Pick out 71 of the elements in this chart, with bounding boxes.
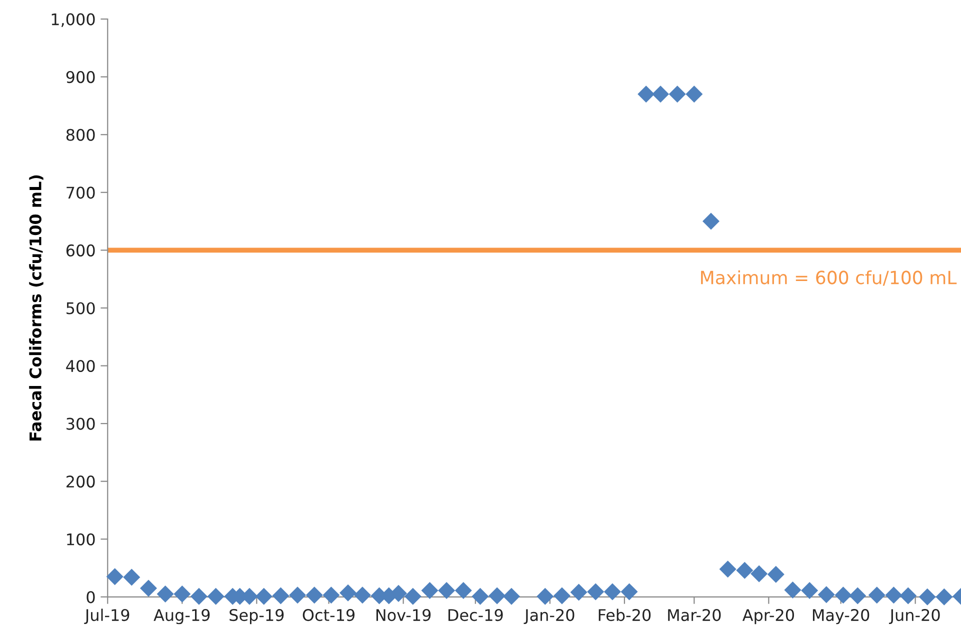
y-tick-label: 900	[66, 71, 95, 84]
point	[801, 582, 818, 600]
y-tick-label: 500	[66, 302, 95, 314]
point	[553, 587, 570, 604]
point	[834, 586, 852, 604]
point	[306, 586, 323, 604]
point	[174, 586, 191, 603]
x-tick-label: Jul-19	[84, 608, 130, 624]
point	[702, 212, 720, 230]
point	[123, 568, 140, 586]
point	[190, 588, 208, 605]
point	[340, 584, 357, 602]
x-tick-label: Mar-20	[668, 608, 721, 622]
point	[604, 583, 621, 600]
point	[668, 86, 686, 103]
y-tick-label: 200	[66, 476, 95, 488]
point	[404, 588, 422, 605]
point	[488, 587, 506, 604]
point	[767, 566, 784, 583]
y-tick-label: 600	[66, 244, 95, 256]
x-tick-label: Apr-20	[742, 608, 794, 624]
x-tick-label: Feb-20	[598, 608, 651, 622]
point	[322, 586, 340, 604]
point	[106, 568, 124, 586]
point	[936, 588, 953, 606]
point	[918, 588, 936, 606]
x-tick-label: May-20	[812, 608, 870, 624]
x-tick-label: Oct-19	[302, 608, 355, 622]
y-tick-label: 400	[66, 360, 95, 372]
x-tick-label: Jun-20	[888, 608, 940, 624]
point	[502, 588, 520, 605]
point	[438, 582, 456, 600]
point	[140, 580, 157, 597]
point	[719, 560, 736, 578]
point	[868, 586, 886, 604]
point	[272, 587, 290, 604]
point	[784, 581, 802, 598]
point	[638, 86, 655, 103]
point	[156, 586, 174, 603]
point	[885, 586, 902, 604]
point	[900, 587, 917, 604]
y-tick-label: 700	[66, 186, 95, 199]
point	[750, 565, 768, 582]
point	[421, 582, 438, 600]
point	[207, 588, 224, 605]
point	[354, 586, 371, 604]
x-tick-label: Dec-19	[448, 608, 503, 622]
y-tick-label: 800	[66, 128, 95, 141]
point	[289, 586, 306, 604]
point	[255, 588, 272, 605]
point	[736, 562, 754, 579]
point	[570, 584, 588, 601]
x-tick-label: Sep-19	[230, 608, 284, 624]
point	[849, 587, 866, 604]
x-tick-label: Aug-19	[154, 608, 210, 624]
y-tick-label: 0	[86, 591, 95, 604]
point	[472, 588, 489, 605]
x-tick-label: Jan-20	[524, 608, 574, 624]
point	[686, 86, 703, 103]
ref-line-label: Maximum = 600 cfu/100 mL	[701, 270, 957, 286]
x-tick-label: Nov-19	[376, 608, 431, 622]
y-axis-title: Faecal Coliforms (cfu/100 mL)	[29, 175, 44, 440]
point	[818, 586, 835, 604]
point	[454, 582, 472, 600]
y-tick-label: 300	[66, 418, 95, 430]
point	[587, 583, 604, 600]
y-tick-label: 1,000	[52, 13, 95, 27]
point	[620, 583, 638, 600]
point	[652, 86, 670, 103]
point	[536, 588, 554, 605]
y-tick-label: 100	[67, 533, 95, 546]
